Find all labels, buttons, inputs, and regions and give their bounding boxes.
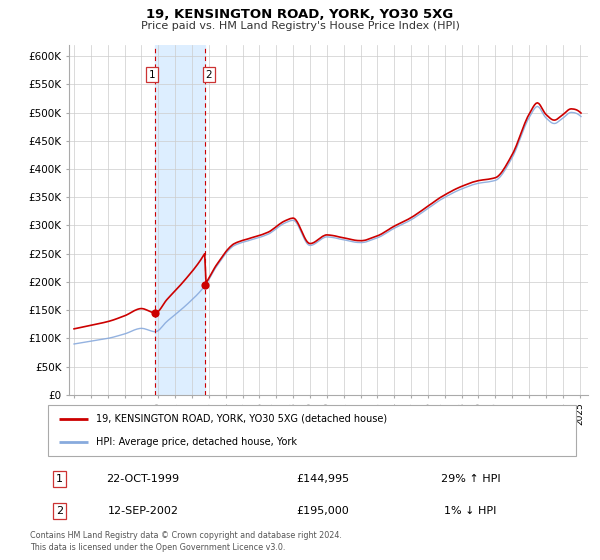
Bar [155,45,205,395]
Text: £195,000: £195,000 [296,506,349,516]
FancyBboxPatch shape [48,405,576,456]
Text: 1% ↓ HPI: 1% ↓ HPI [444,506,497,516]
Text: 2: 2 [206,69,212,80]
Text: 2: 2 [56,506,63,516]
Text: 29% ↑ HPI: 29% ↑ HPI [440,474,500,484]
Text: 19, KENSINGTON ROAD, YORK, YO30 5XG: 19, KENSINGTON ROAD, YORK, YO30 5XG [146,8,454,21]
Text: 1: 1 [56,474,63,484]
Text: Contains HM Land Registry data © Crown copyright and database right 2024.
This d: Contains HM Land Registry data © Crown c… [30,531,342,552]
Text: Price paid vs. HM Land Registry's House Price Index (HPI): Price paid vs. HM Land Registry's House … [140,21,460,31]
Text: 22-OCT-1999: 22-OCT-1999 [106,474,179,484]
Text: 12-SEP-2002: 12-SEP-2002 [107,506,179,516]
Point [150,309,160,318]
Point [200,280,209,289]
Text: 1: 1 [149,69,156,80]
Text: £144,995: £144,995 [296,474,349,484]
Text: 19, KENSINGTON ROAD, YORK, YO30 5XG (detached house): 19, KENSINGTON ROAD, YORK, YO30 5XG (det… [95,414,386,424]
Text: HPI: Average price, detached house, York: HPI: Average price, detached house, York [95,437,296,447]
